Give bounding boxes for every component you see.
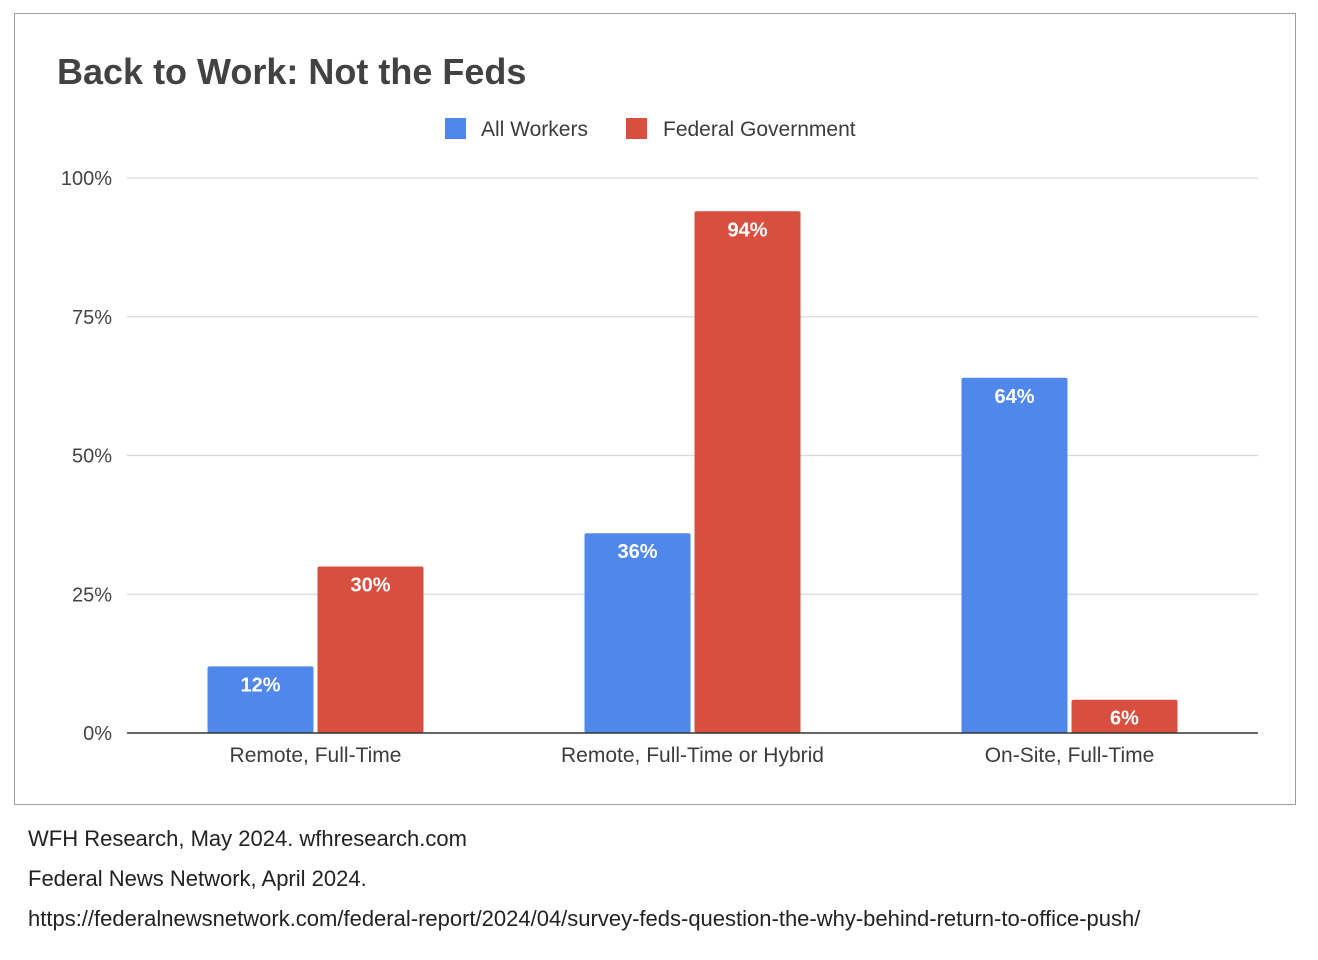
- x-category-label: On-Site, Full-Time: [985, 744, 1155, 767]
- x-axis-categories: Remote, Full-Time Remote, Full-Time or Hy…: [230, 744, 1155, 767]
- bar: [317, 566, 424, 733]
- x-category-label: Remote, Full-Time: [230, 744, 402, 767]
- bar-data-label: 12%: [240, 674, 280, 696]
- bars: [207, 211, 1178, 734]
- legend-swatch-federal-government: [626, 118, 647, 139]
- y-tick-label: 0%: [83, 723, 112, 745]
- gridlines: [127, 177, 1258, 595]
- legend-swatch-all-workers: [445, 118, 466, 139]
- bar-data-label: 6%: [1110, 708, 1139, 730]
- bar: [207, 666, 314, 733]
- legend-label-all-workers: All Workers: [481, 118, 588, 141]
- y-axis-ticks: 0% 25% 50% 75% 100%: [61, 168, 112, 745]
- y-tick-label: 50%: [72, 446, 112, 468]
- y-tick-label: 100%: [61, 168, 112, 190]
- bar-data-label: 64%: [994, 386, 1034, 408]
- bar: [1071, 699, 1178, 733]
- bar-data-label: 36%: [617, 541, 657, 563]
- bar: [961, 377, 1068, 733]
- bar: [694, 211, 801, 734]
- bar-data-label: 94%: [727, 219, 767, 241]
- x-category-label: Remote, Full-Time or Hybrid: [561, 744, 824, 767]
- chart-title: Back to Work: Not the Feds: [57, 51, 526, 92]
- source-federal-news-network: Federal News Network, April 2024.: [28, 866, 367, 891]
- data-labels: 12% 30% 36% 94% 64% 6%: [240, 219, 1139, 729]
- source-url[interactable]: https://federalnewsnetwork.com/federal-r…: [28, 906, 1141, 931]
- y-tick-label: 75%: [72, 307, 112, 329]
- chart-frame: Back to Work: Not the Feds All Workers F…: [14, 13, 1296, 805]
- source-wfh-research: WFH Research, May 2024. wfhresearch.com: [28, 826, 467, 851]
- legend-label-federal-government: Federal Government: [663, 118, 856, 141]
- bar-chart: Back to Work: Not the Feds All Workers F…: [57, 51, 1258, 767]
- bar-data-label: 30%: [350, 575, 390, 597]
- bar: [584, 533, 691, 733]
- y-tick-label: 25%: [72, 584, 112, 606]
- chart-legend: All Workers Federal Government: [445, 118, 856, 141]
